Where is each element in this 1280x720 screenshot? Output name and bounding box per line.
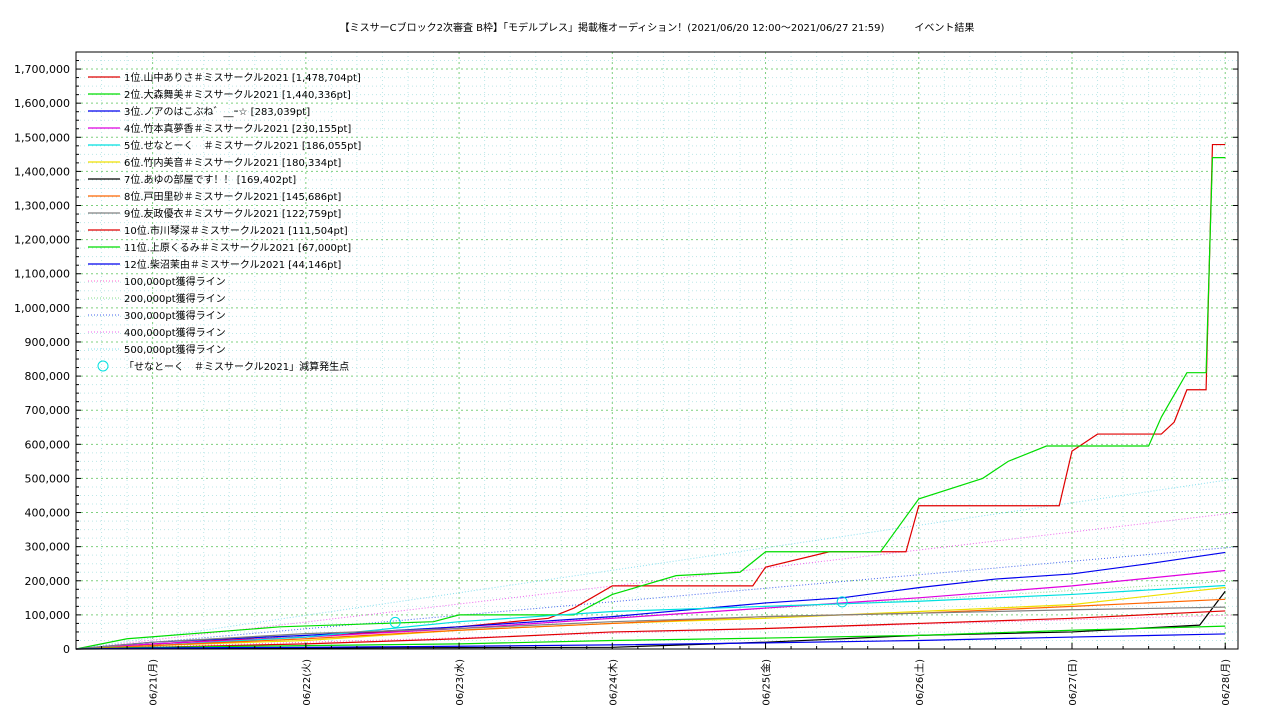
decrement-marker (836, 596, 848, 608)
y-tick-label: 800,000 (25, 370, 71, 383)
y-tick-label: 1,200,000 (14, 234, 70, 247)
legend-label: 6位.竹内美音＃ミスサークル2021 [180,334pt] (124, 156, 341, 169)
series-line-9 (75, 606, 1226, 650)
legend-label: 「せなとーく ＃ミスサークル2021」減算発生点 (124, 360, 349, 373)
legend-label: 3位.ノアのはこぶね゛__ｰ☆ [283,039pt] (124, 105, 310, 118)
x-tick-label: 06/22(火) (301, 659, 313, 706)
y-tick-label: 1,100,000 (14, 268, 70, 281)
y-tick-label: 1,600,000 (14, 97, 70, 110)
y-axis: 0 100,000 200,000 300,000 400,000 500,000 600,… (14, 60, 1238, 656)
y-tick-label: 1,400,000 (14, 165, 70, 178)
legend-label: 300,000pt獲得ライン (124, 309, 226, 322)
y-tick-label: 700,000 (25, 404, 71, 417)
legend-label: 200,000pt獲得ライン (124, 292, 226, 305)
x-tick-label: 06/27(日) (1068, 659, 1079, 706)
legend-label: 12位.柴沼茉由＃ミスサークル2021 [44,146pt] (124, 258, 341, 271)
legend-marker-icon (97, 360, 109, 372)
grid (76, 51, 1238, 650)
series-lines (75, 143, 1226, 650)
x-tick-label: 06/21(月) (148, 659, 160, 706)
legend-label: 7位.あゆの部屋です！！ [169,402pt] (124, 173, 296, 186)
x-tick-label: 06/24(木) (607, 659, 619, 706)
y-tick-label: 900,000 (25, 336, 71, 349)
y-tick-label: 600,000 (25, 438, 71, 451)
legend: 1位.山中ありさ＃ミスサークル2021 [1,478,704pt] 2位.大森舞美… (88, 71, 361, 373)
legend-label: 2位.大森舞美＃ミスサークル2021 [1,440,336pt] (124, 88, 351, 101)
y-tick-label: 500,000 (25, 472, 71, 485)
y-tick-label: 0 (63, 643, 70, 656)
markers (389, 596, 848, 628)
reference-line (75, 477, 1239, 650)
x-tick-label: 06/28(月) (1220, 659, 1232, 706)
legend-label: 100,000pt獲得ライン (124, 275, 226, 288)
chart-title: 【ミスサーCブロック2次審査 B枠】「モデルプレス」掲載権オーディション！(20… (340, 21, 975, 34)
y-tick-label: 1,500,000 (14, 131, 70, 144)
x-axis: 06/21(月) 06/22(火) 06/23(水) 06/24(木) 06/25(金)… (101, 643, 1232, 706)
series-line-4 (75, 569, 1226, 650)
y-tick-label: 1,700,000 (14, 63, 70, 76)
y-tick-label: 100,000 (25, 609, 71, 622)
legend-label: 11位.上原くるみ＃ミスサークル2021 [67,000pt] (124, 241, 351, 254)
y-tick-label: 1,000,000 (14, 302, 70, 315)
legend-label: 4位.竹本真夢香＃ミスサークル2021 [230,155pt] (124, 122, 351, 135)
y-tick-label: 400,000 (25, 507, 71, 520)
series-line-2 (75, 157, 1226, 650)
y-tick-label: 1,300,000 (14, 200, 70, 213)
x-tick-label: 06/26(土) (913, 659, 926, 706)
series-line-10 (75, 610, 1226, 650)
series-line-8 (75, 598, 1226, 650)
x-tick-label: 06/23(水) (454, 659, 466, 706)
y-tick-label: 200,000 (25, 575, 71, 588)
y-tick-label: 300,000 (25, 541, 71, 554)
decrement-marker (389, 616, 401, 628)
legend-label: 400,000pt獲得ライン (124, 326, 226, 339)
legend-label: 5位.せなとーく ＃ミスサークル2021 [186,055pt] (124, 139, 361, 152)
legend-label: 9位.友政優衣＃ミスサークル2021 [122,759pt] (124, 207, 341, 220)
reference-line (75, 546, 1239, 650)
legend-label: 8位.戸田里砂＃ミスサークル2021 [145,686pt] (124, 190, 341, 203)
legend-label: 1位.山中ありさ＃ミスサークル2021 [1,478,704pt] (124, 71, 361, 84)
x-tick-label: 06/25(金) (760, 659, 773, 706)
legend-label: 10位.市川琴深＃ミスサークル2021 [111,504pt] (124, 224, 348, 237)
series-line-1 (75, 143, 1226, 650)
series-line-3 (75, 551, 1226, 650)
legend-label: 500,000pt獲得ライン (124, 343, 226, 356)
